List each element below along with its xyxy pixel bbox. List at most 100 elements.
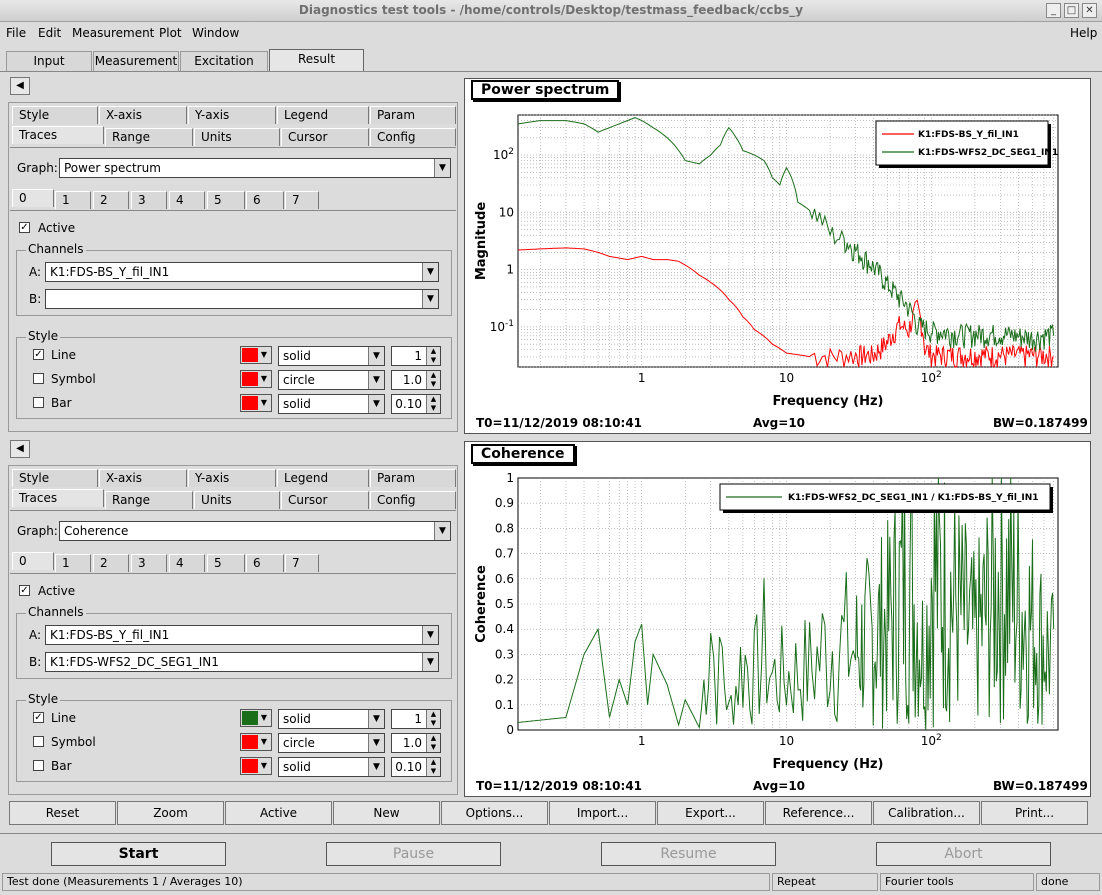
coherence-plot[interactable]: 1 10 102 0 0.1 0.2 0.3 0.4 0.5 0.6 0.7 0.8 0.9 1 Frequ…	[464, 441, 1091, 797]
subtab-cursor[interactable]: Cursor	[281, 491, 369, 509]
trace-tab-1[interactable]: 1	[55, 554, 91, 572]
trace-tab-0[interactable]: 0	[12, 552, 54, 570]
subtab-legend[interactable]: Legend	[277, 106, 369, 124]
channel-a-select[interactable]: K1:FDS-BS_Y_fil_IN1 ▼	[45, 262, 439, 282]
line-color-picker[interactable]: ▼	[240, 346, 272, 364]
graph-select[interactable]: Power spectrum ▼	[59, 158, 451, 178]
print-button[interactable]: Print...	[981, 801, 1088, 825]
symbol-style-select[interactable]: circle ▼	[278, 733, 385, 753]
subtab-param[interactable]: Param	[370, 106, 456, 124]
line-width-spinner[interactable]: 1 ▲ ▼	[391, 346, 441, 366]
subtab-y-axis[interactable]: Y-axis	[188, 106, 276, 124]
close-button[interactable]: ✕	[1082, 3, 1097, 18]
symbol-color-picker[interactable]: ▼	[240, 733, 272, 751]
menu-plot[interactable]: Plot	[159, 26, 182, 40]
subtab-units[interactable]: Units	[194, 491, 280, 509]
pause-button[interactable]: Pause	[326, 842, 501, 866]
trace-tab-1[interactable]: 1	[55, 191, 91, 209]
bar-style-select[interactable]: solid ▼	[278, 394, 385, 414]
symbol-style-select[interactable]: circle ▼	[278, 370, 385, 390]
zoom-button[interactable]: Zoom	[117, 801, 224, 825]
menu-edit[interactable]: Edit	[38, 26, 62, 40]
subtab-style[interactable]: Style	[12, 106, 98, 124]
channel-b-select[interactable]: ▼	[45, 289, 439, 309]
collapse-button[interactable]: ◀	[10, 440, 30, 458]
bar-width-spinner[interactable]: 0.10 ▲ ▼	[391, 757, 441, 777]
bar-width-spinner[interactable]: 0.10 ▲ ▼	[391, 394, 441, 414]
options-button[interactable]: Options...	[441, 801, 548, 825]
symbol-checkbox[interactable]	[33, 373, 44, 384]
active-checkbox[interactable]: ✓	[19, 585, 30, 596]
reference-button[interactable]: Reference...	[765, 801, 872, 825]
trace-tab-2[interactable]: 2	[93, 191, 129, 209]
graph-select[interactable]: Coherence ▼	[59, 521, 451, 541]
subtab-config[interactable]: Config	[370, 491, 456, 509]
symbol-color-picker[interactable]: ▼	[240, 370, 272, 388]
active-checkbox[interactable]: ✓	[19, 222, 30, 233]
abort-button[interactable]: Abort	[876, 842, 1051, 866]
trace-tab-6[interactable]: 6	[246, 191, 284, 209]
channel-a-select[interactable]: K1:FDS-BS_Y_fil_IN1 ▼	[45, 625, 439, 645]
channel-b-select[interactable]: K1:FDS-WFS2_DC_SEG1_IN1 ▼	[45, 652, 439, 672]
resume-button[interactable]: Resume	[601, 842, 776, 866]
trace-tab-3[interactable]: 3	[131, 554, 167, 572]
subtab-traces[interactable]: Traces	[12, 126, 104, 144]
bar-color-picker[interactable]: ▼	[240, 394, 272, 412]
trace-tab-5[interactable]: 5	[207, 191, 245, 209]
line-style-select[interactable]: solid ▼	[278, 346, 385, 366]
subtab-legend[interactable]: Legend	[277, 469, 369, 487]
bar-checkbox[interactable]	[33, 397, 44, 408]
symbol-size-spinner[interactable]: 1.0 ▲ ▼	[391, 370, 441, 390]
line-checkbox[interactable]: ✓	[33, 712, 44, 723]
calibration-button[interactable]: Calibration...	[873, 801, 980, 825]
line-width-spinner[interactable]: 1 ▲ ▼	[391, 709, 441, 729]
menu-window[interactable]: Window	[192, 26, 240, 40]
trace-tab-4[interactable]: 4	[169, 191, 205, 209]
line-style-select[interactable]: solid ▼	[278, 709, 385, 729]
trace-tab-7[interactable]: 7	[285, 191, 319, 209]
subtab-x-axis[interactable]: X-axis	[99, 106, 187, 124]
subtab-param[interactable]: Param	[370, 469, 456, 487]
line-color-picker[interactable]: ▼	[240, 709, 272, 727]
status-tool: Fourier tools	[880, 873, 1034, 891]
subtab-config[interactable]: Config	[370, 128, 456, 146]
new-button[interactable]: New	[333, 801, 440, 825]
menu-measurement[interactable]: Measurement	[72, 26, 155, 40]
subtab-style[interactable]: Style	[12, 469, 98, 487]
export-button[interactable]: Export...	[657, 801, 764, 825]
active-button[interactable]: Active	[225, 801, 332, 825]
collapse-button[interactable]: ◀	[10, 77, 30, 95]
start-button[interactable]: Start	[51, 842, 226, 866]
trace-tab-7[interactable]: 7	[285, 554, 319, 572]
tab-excitation[interactable]: Excitation	[180, 51, 268, 71]
bar-style-select[interactable]: solid ▼	[278, 757, 385, 777]
tab-result[interactable]: Result	[269, 49, 364, 71]
bar-color-picker[interactable]: ▼	[240, 757, 272, 775]
subtab-range[interactable]: Range	[105, 491, 193, 509]
trace-tab-0[interactable]: 0	[12, 189, 54, 207]
trace-tab-5[interactable]: 5	[207, 554, 245, 572]
subtab-range[interactable]: Range	[105, 128, 193, 146]
bar-checkbox[interactable]	[33, 760, 44, 771]
maximize-button[interactable]: □	[1064, 3, 1079, 18]
subtab-cursor[interactable]: Cursor	[281, 128, 369, 146]
subtab-y-axis[interactable]: Y-axis	[188, 469, 276, 487]
power-spectrum-plot[interactable]: 1 10 102 10-1 1 10 102 Frequency (Hz) Magnitude K…	[464, 78, 1091, 434]
subtab-x-axis[interactable]: X-axis	[99, 469, 187, 487]
line-checkbox[interactable]: ✓	[33, 349, 44, 360]
subtab-traces[interactable]: Traces	[12, 489, 104, 507]
menu-help[interactable]: Help	[1070, 26, 1098, 40]
trace-tab-3[interactable]: 3	[131, 191, 167, 209]
symbol-size-spinner[interactable]: 1.0 ▲ ▼	[391, 733, 441, 753]
subtab-units[interactable]: Units	[194, 128, 280, 146]
trace-tab-4[interactable]: 4	[169, 554, 205, 572]
import-button[interactable]: Import...	[549, 801, 656, 825]
minimize-button[interactable]: _	[1046, 3, 1061, 18]
tab-input[interactable]: Input	[6, 51, 92, 71]
menu-file[interactable]: File	[6, 26, 27, 40]
tab-measurement[interactable]: Measurement	[93, 51, 179, 71]
trace-tab-2[interactable]: 2	[93, 554, 129, 572]
trace-tab-6[interactable]: 6	[246, 554, 284, 572]
reset-button[interactable]: Reset	[9, 801, 116, 825]
symbol-checkbox[interactable]	[33, 736, 44, 747]
